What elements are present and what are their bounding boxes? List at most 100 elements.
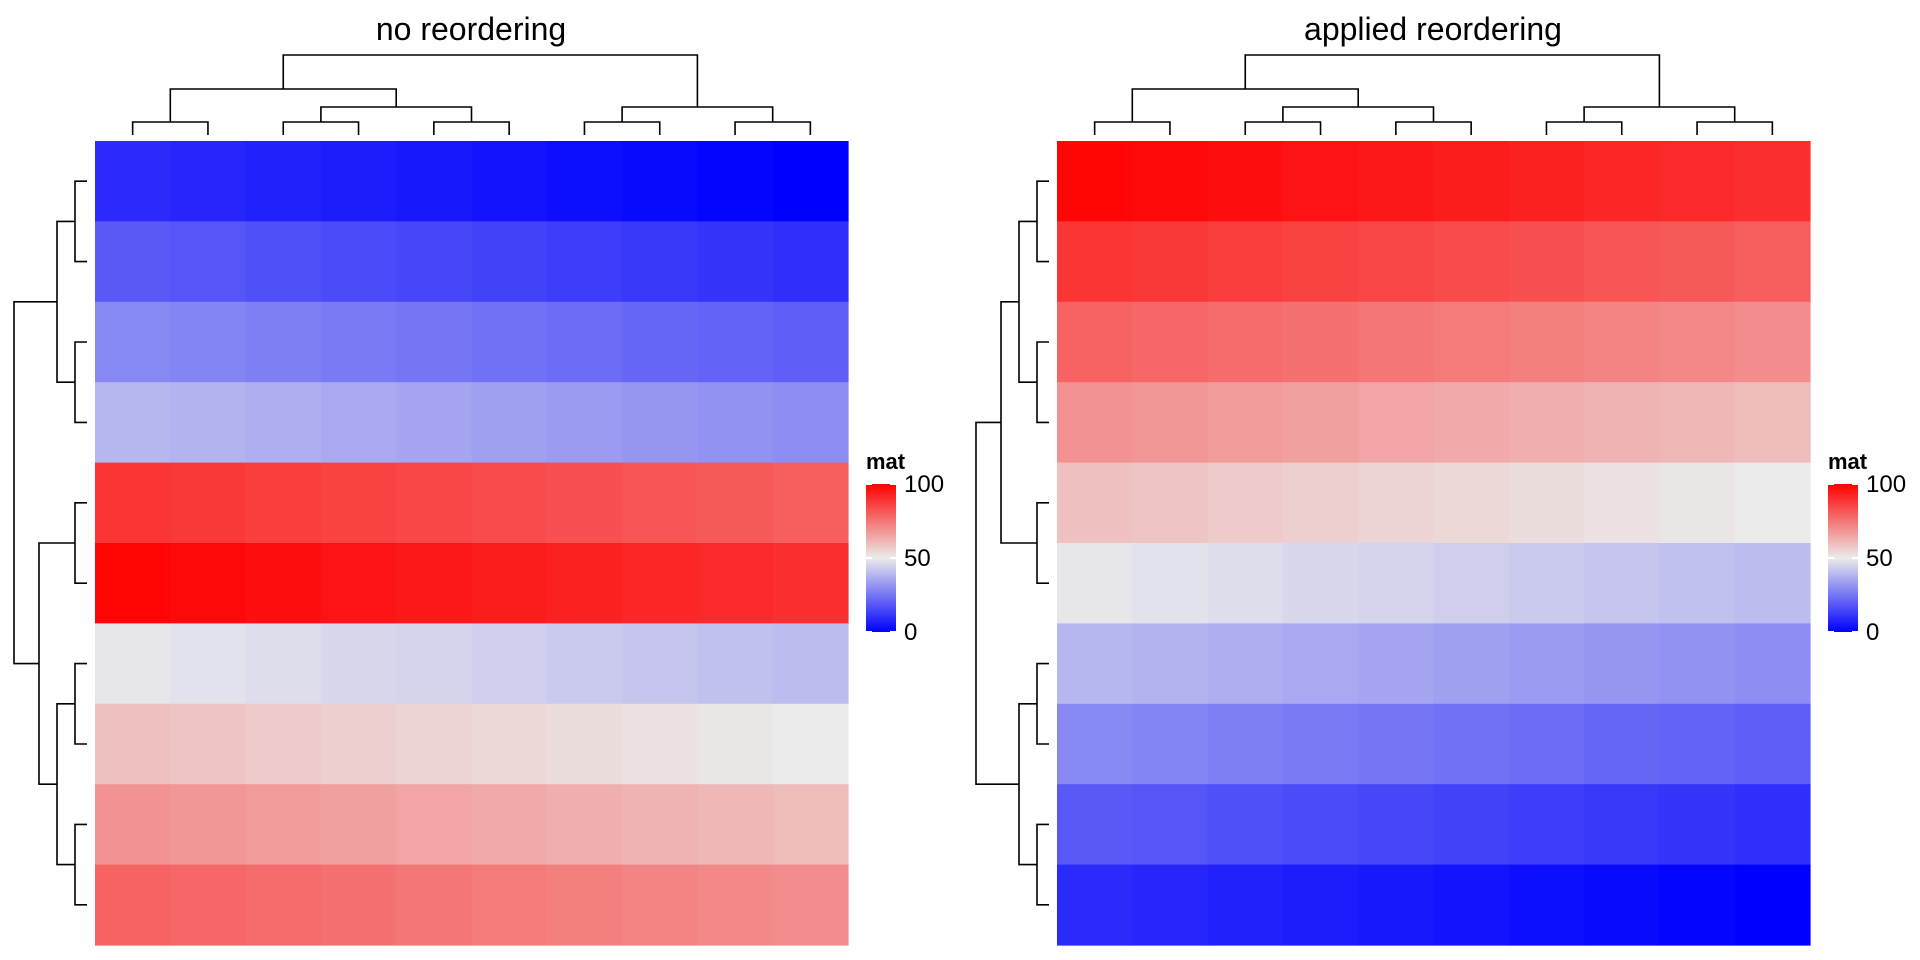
heatmap-cell bbox=[1057, 462, 1133, 544]
heatmap-cell bbox=[1132, 543, 1209, 624]
heatmap-cell bbox=[396, 864, 473, 946]
heatmap-cell bbox=[772, 382, 849, 464]
heatmap-cell bbox=[1132, 382, 1209, 464]
heatmap-cell bbox=[471, 623, 548, 705]
heatmap-cell bbox=[245, 543, 322, 624]
heatmap-cell bbox=[1584, 623, 1660, 705]
heatmap-cell bbox=[546, 703, 623, 785]
heatmap-cell bbox=[1584, 382, 1660, 464]
heatmap-cells bbox=[1057, 141, 1811, 946]
heatmap-cell bbox=[1358, 784, 1435, 866]
heatmap-cell bbox=[1659, 703, 1736, 785]
heatmap-cell bbox=[622, 864, 698, 946]
heatmap-cell bbox=[772, 141, 849, 222]
heatmap-cell bbox=[1057, 864, 1133, 946]
heatmap-cell bbox=[1207, 382, 1284, 464]
dendrogram-branch bbox=[131, 121, 209, 135]
heatmap-cell bbox=[1132, 462, 1209, 544]
heatmap-cell bbox=[772, 543, 849, 624]
heatmap-cell bbox=[1659, 623, 1736, 705]
column-dendrogram bbox=[131, 54, 812, 135]
heatmap-cell bbox=[245, 703, 322, 785]
legend-tick-label: 0 bbox=[904, 619, 917, 646]
heatmap-cell bbox=[1282, 141, 1359, 222]
heatmap-cell bbox=[1508, 784, 1585, 866]
heatmap-cell bbox=[396, 301, 473, 383]
heatmap-cell bbox=[1584, 864, 1660, 946]
heatmap-cell bbox=[1659, 462, 1736, 544]
heatmap-cell bbox=[622, 623, 698, 705]
heatmap-cell bbox=[1282, 703, 1359, 785]
heatmap-cell bbox=[1057, 221, 1133, 303]
heatmap-cell bbox=[1433, 301, 1510, 383]
heatmap-cell bbox=[772, 864, 849, 946]
heatmap-cell bbox=[1207, 623, 1284, 705]
heatmap-cell bbox=[1734, 301, 1811, 383]
heatmap-cell bbox=[95, 141, 171, 222]
heatmap-cell bbox=[1433, 784, 1510, 866]
heatmap-cell bbox=[95, 462, 171, 544]
heatmap-cell bbox=[245, 141, 322, 222]
heatmap-cell bbox=[697, 382, 774, 464]
dendrogram-branch bbox=[1244, 54, 1661, 107]
dendrogram-branch bbox=[583, 121, 661, 135]
dendrogram-branch bbox=[1093, 121, 1171, 135]
heatmap-cell bbox=[95, 864, 171, 946]
heatmap-cell bbox=[170, 864, 247, 946]
heatmap-cell bbox=[471, 864, 548, 946]
heatmap-cell bbox=[1132, 703, 1209, 785]
heatmap-cell bbox=[320, 221, 397, 303]
heatmap-cell bbox=[1433, 623, 1510, 705]
row-dendrogram bbox=[975, 180, 1049, 906]
heatmap-cell bbox=[471, 382, 548, 464]
dendrogram-branch bbox=[1018, 220, 1037, 383]
heatmap-cell bbox=[1433, 462, 1510, 544]
dendrogram-branch bbox=[975, 421, 1019, 785]
heatmap-cell bbox=[95, 784, 171, 866]
heatmap-cells bbox=[95, 141, 849, 946]
heatmap-cell bbox=[1358, 221, 1435, 303]
heatmap-cell bbox=[622, 221, 698, 303]
heatmap-cell bbox=[1433, 221, 1510, 303]
heatmap-cell bbox=[546, 221, 623, 303]
heatmap-cell bbox=[471, 141, 548, 222]
heatmap-cell bbox=[1584, 462, 1660, 544]
heatmap-cell bbox=[320, 301, 397, 383]
dendrogram-branch bbox=[1282, 106, 1435, 122]
heatmap-cell bbox=[1584, 221, 1660, 303]
dendrogram-branch bbox=[74, 823, 87, 906]
heatmap-cell bbox=[320, 141, 397, 222]
heatmap-cell bbox=[1659, 301, 1736, 383]
heatmap-cell bbox=[546, 864, 623, 946]
dendrogram-branch bbox=[74, 662, 87, 745]
heatmap-cell bbox=[546, 382, 623, 464]
heatmap-cell bbox=[245, 623, 322, 705]
dendrogram-branch bbox=[1545, 121, 1623, 135]
heatmap-cell bbox=[622, 462, 698, 544]
heatmap-cell bbox=[622, 703, 698, 785]
color-legend: mat 0 50 100 bbox=[1828, 449, 1906, 646]
heatmap-cell bbox=[1282, 301, 1359, 383]
heatmap-cell bbox=[546, 623, 623, 705]
heatmap-cell bbox=[1358, 623, 1435, 705]
heatmap-cell bbox=[1433, 543, 1510, 624]
heatmap-cell bbox=[622, 543, 698, 624]
heatmap-cell bbox=[622, 301, 698, 383]
heatmap-cell bbox=[1659, 382, 1736, 464]
heatmap-cell bbox=[396, 221, 473, 303]
heatmap-cell bbox=[1132, 141, 1209, 222]
heatmap-cell bbox=[95, 543, 171, 624]
heatmap-cell bbox=[320, 703, 397, 785]
heatmap-cell bbox=[1659, 864, 1736, 946]
dendrogram-branch bbox=[56, 220, 75, 383]
heatmap-cell bbox=[170, 543, 247, 624]
heatmap-cell bbox=[1057, 301, 1133, 383]
heatmap-cell bbox=[1358, 864, 1435, 946]
heatmap-cell bbox=[1207, 784, 1284, 866]
dendrogram-branch bbox=[1131, 88, 1359, 122]
heatmap-cell bbox=[1433, 703, 1510, 785]
heatmap-cell bbox=[245, 864, 322, 946]
heatmap-cell bbox=[245, 221, 322, 303]
heatmap-cell bbox=[1132, 221, 1209, 303]
dendrogram-branch bbox=[1696, 121, 1774, 135]
